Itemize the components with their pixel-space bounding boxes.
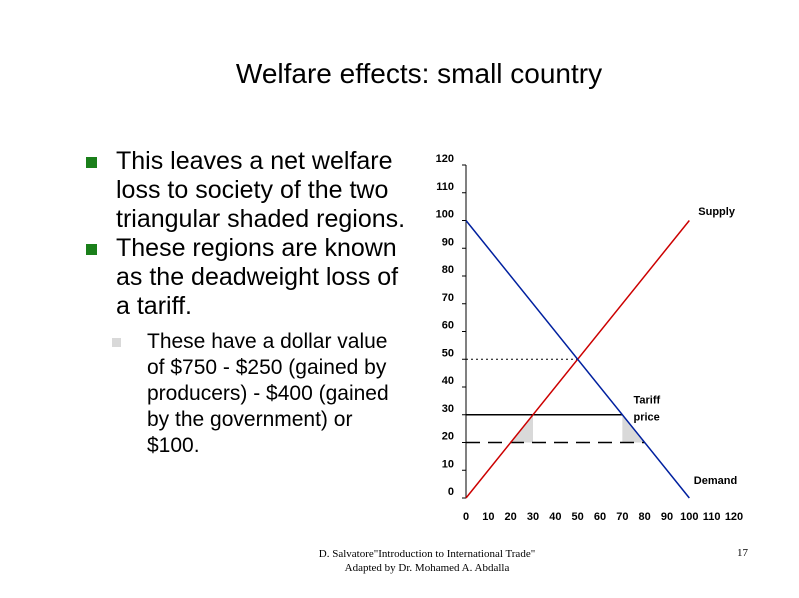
chart-annotations: Supply Demand Tariff price — [634, 206, 738, 487]
y-tick-label: 80 — [442, 264, 454, 276]
bullet-square-icon — [86, 157, 97, 168]
x-tick-label: 100 — [680, 511, 698, 523]
y-tick-label: 110 — [436, 181, 454, 193]
y-tick-label: 40 — [442, 375, 454, 387]
y-tick-label: 50 — [442, 347, 454, 359]
x-tick-label: 50 — [572, 511, 584, 523]
page-number: 17 — [737, 547, 748, 559]
chart-shapes — [465, 165, 690, 499]
x-axis-ticks: 0 10 20 30 40 50 60 70 80 90 100 110 120 — [463, 511, 743, 523]
bullet-list: This leaves a net welfare loss to societ… — [86, 147, 406, 459]
demand-curve — [465, 220, 690, 499]
sub-bullet-text: These have a dollar value of $750 - $250… — [147, 330, 389, 457]
sub-bullet-item: These have a dollar value of $750 - $250… — [86, 329, 406, 459]
bullet-item: These regions are known as the deadweigh… — [86, 234, 406, 321]
footer-line: D. Salvatore"Introduction to Internation… — [318, 548, 536, 560]
x-tick-label: 40 — [549, 511, 561, 523]
y-tick-label: 70 — [442, 292, 454, 304]
x-tick-label: 120 — [725, 511, 743, 523]
sub-bullet-square-icon — [112, 338, 121, 347]
x-tick-label: 80 — [639, 511, 651, 523]
y-tick-label: 90 — [442, 236, 454, 248]
bullet-text: These regions are known as the deadweigh… — [116, 234, 399, 320]
x-tick-label: 30 — [527, 511, 539, 523]
chart-annotation: Tariff — [634, 395, 661, 407]
bullet-square-icon — [86, 244, 97, 255]
y-tick-label: 100 — [436, 209, 454, 221]
x-tick-label: 110 — [703, 511, 721, 523]
x-tick-label: 70 — [616, 511, 628, 523]
chart-annotation: Supply — [698, 206, 736, 218]
bullet-item: This leaves a net welfare loss to societ… — [86, 147, 406, 234]
y-tick-label: 30 — [442, 403, 454, 415]
y-tick-label: 120 — [436, 153, 454, 165]
chart-annotation: price — [634, 411, 660, 423]
footer-line: Adapted by Dr. Mohamed A. Abdalla — [344, 562, 510, 574]
y-axis-ticks: 0 10 20 30 40 50 60 70 80 90 100 110 120 — [436, 153, 466, 499]
y-tick-label: 20 — [442, 431, 454, 443]
slide-title: Welfare effects: small country — [235, 58, 603, 89]
bullet-text: This leaves a net welfare loss to societ… — [116, 147, 406, 233]
x-tick-label: 20 — [505, 511, 517, 523]
x-tick-label: 0 — [463, 511, 469, 523]
y-tick-label: 10 — [442, 458, 454, 470]
chart-annotation: Demand — [694, 475, 737, 487]
y-tick-label: 60 — [442, 320, 454, 332]
x-tick-label: 10 — [482, 511, 494, 523]
y-tick-label: 0 — [448, 486, 454, 498]
footer: D. Salvatore"Introduction to Internation… — [227, 547, 627, 575]
x-tick-label: 60 — [594, 511, 606, 523]
x-tick-label: 90 — [661, 511, 673, 523]
